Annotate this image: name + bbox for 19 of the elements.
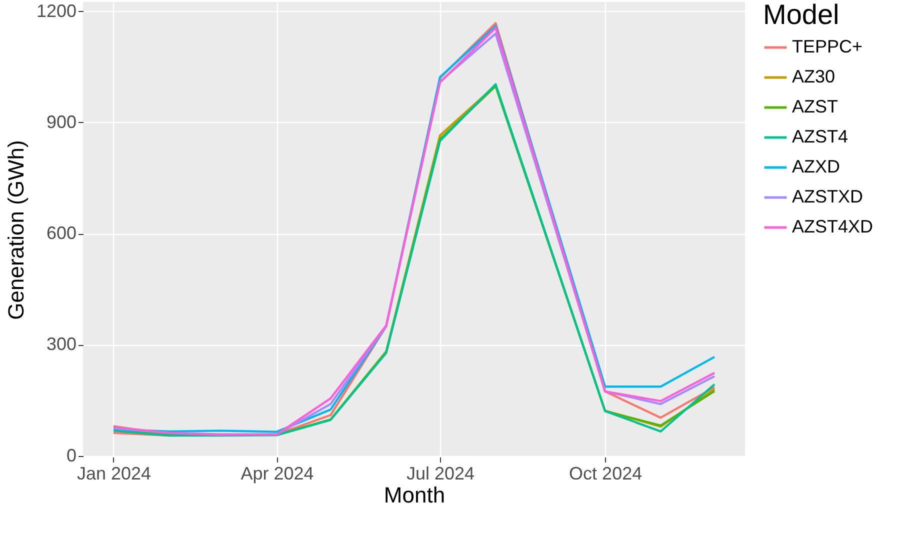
legend-label: AZ30 — [792, 66, 836, 86]
y-tick-label: 900 — [46, 112, 76, 132]
y-tick-label: 600 — [46, 223, 76, 244]
legend-label: AZST4 — [792, 126, 848, 146]
y-tick-label: 300 — [46, 334, 76, 354]
legend-label: AZST — [792, 96, 838, 116]
y-tick-label: 0 — [66, 445, 76, 466]
x-axis-title: Month — [384, 482, 446, 508]
x-tick-label: Jul 2024 — [406, 464, 475, 484]
x-tick-label: Jan 2024 — [76, 464, 152, 484]
x-tick-label: Oct 2024 — [569, 464, 642, 484]
legend-label: TEPPC+ — [792, 36, 863, 56]
y-axis-title: Generation (GWh) — [3, 140, 28, 320]
legend-label: AZXD — [792, 156, 840, 176]
y-tick-label: 1200 — [36, 0, 76, 21]
legend-title: Model — [763, 0, 840, 30]
legend-label: AZST4XD — [792, 216, 874, 236]
legend-label: AZSTXD — [792, 186, 864, 206]
x-tick-label: Apr 2024 — [240, 464, 314, 484]
